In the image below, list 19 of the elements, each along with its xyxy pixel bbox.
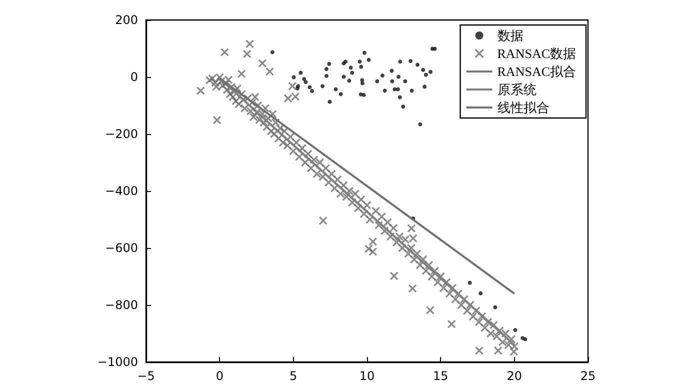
legend-label: 线性拟合	[497, 100, 550, 115]
x-tick-label: 20	[506, 369, 522, 383]
x-tick-label: 25	[580, 369, 596, 383]
y-tick-label: −200	[105, 127, 138, 141]
legend-label: 数据	[497, 28, 524, 43]
legend-label: RANSAC数据	[497, 46, 576, 61]
y-tick-label: −1000	[97, 355, 138, 369]
x-tick-label: 10	[359, 369, 375, 383]
y-tick-label: −400	[105, 184, 138, 198]
x-tick-label: −5	[137, 369, 155, 383]
y-tick-label: 0	[130, 70, 138, 84]
y-tick-label: 200	[115, 13, 138, 27]
y-tick-label: −600	[105, 241, 138, 255]
y-tick-label: −800	[105, 298, 138, 312]
legend-label: RANSAC拟合	[497, 64, 576, 79]
x-tick-label: 5	[290, 369, 298, 383]
legend-label: 原系统	[497, 82, 536, 97]
x-tick-label: 15	[433, 369, 448, 383]
x-tick-label: 0	[216, 369, 224, 383]
